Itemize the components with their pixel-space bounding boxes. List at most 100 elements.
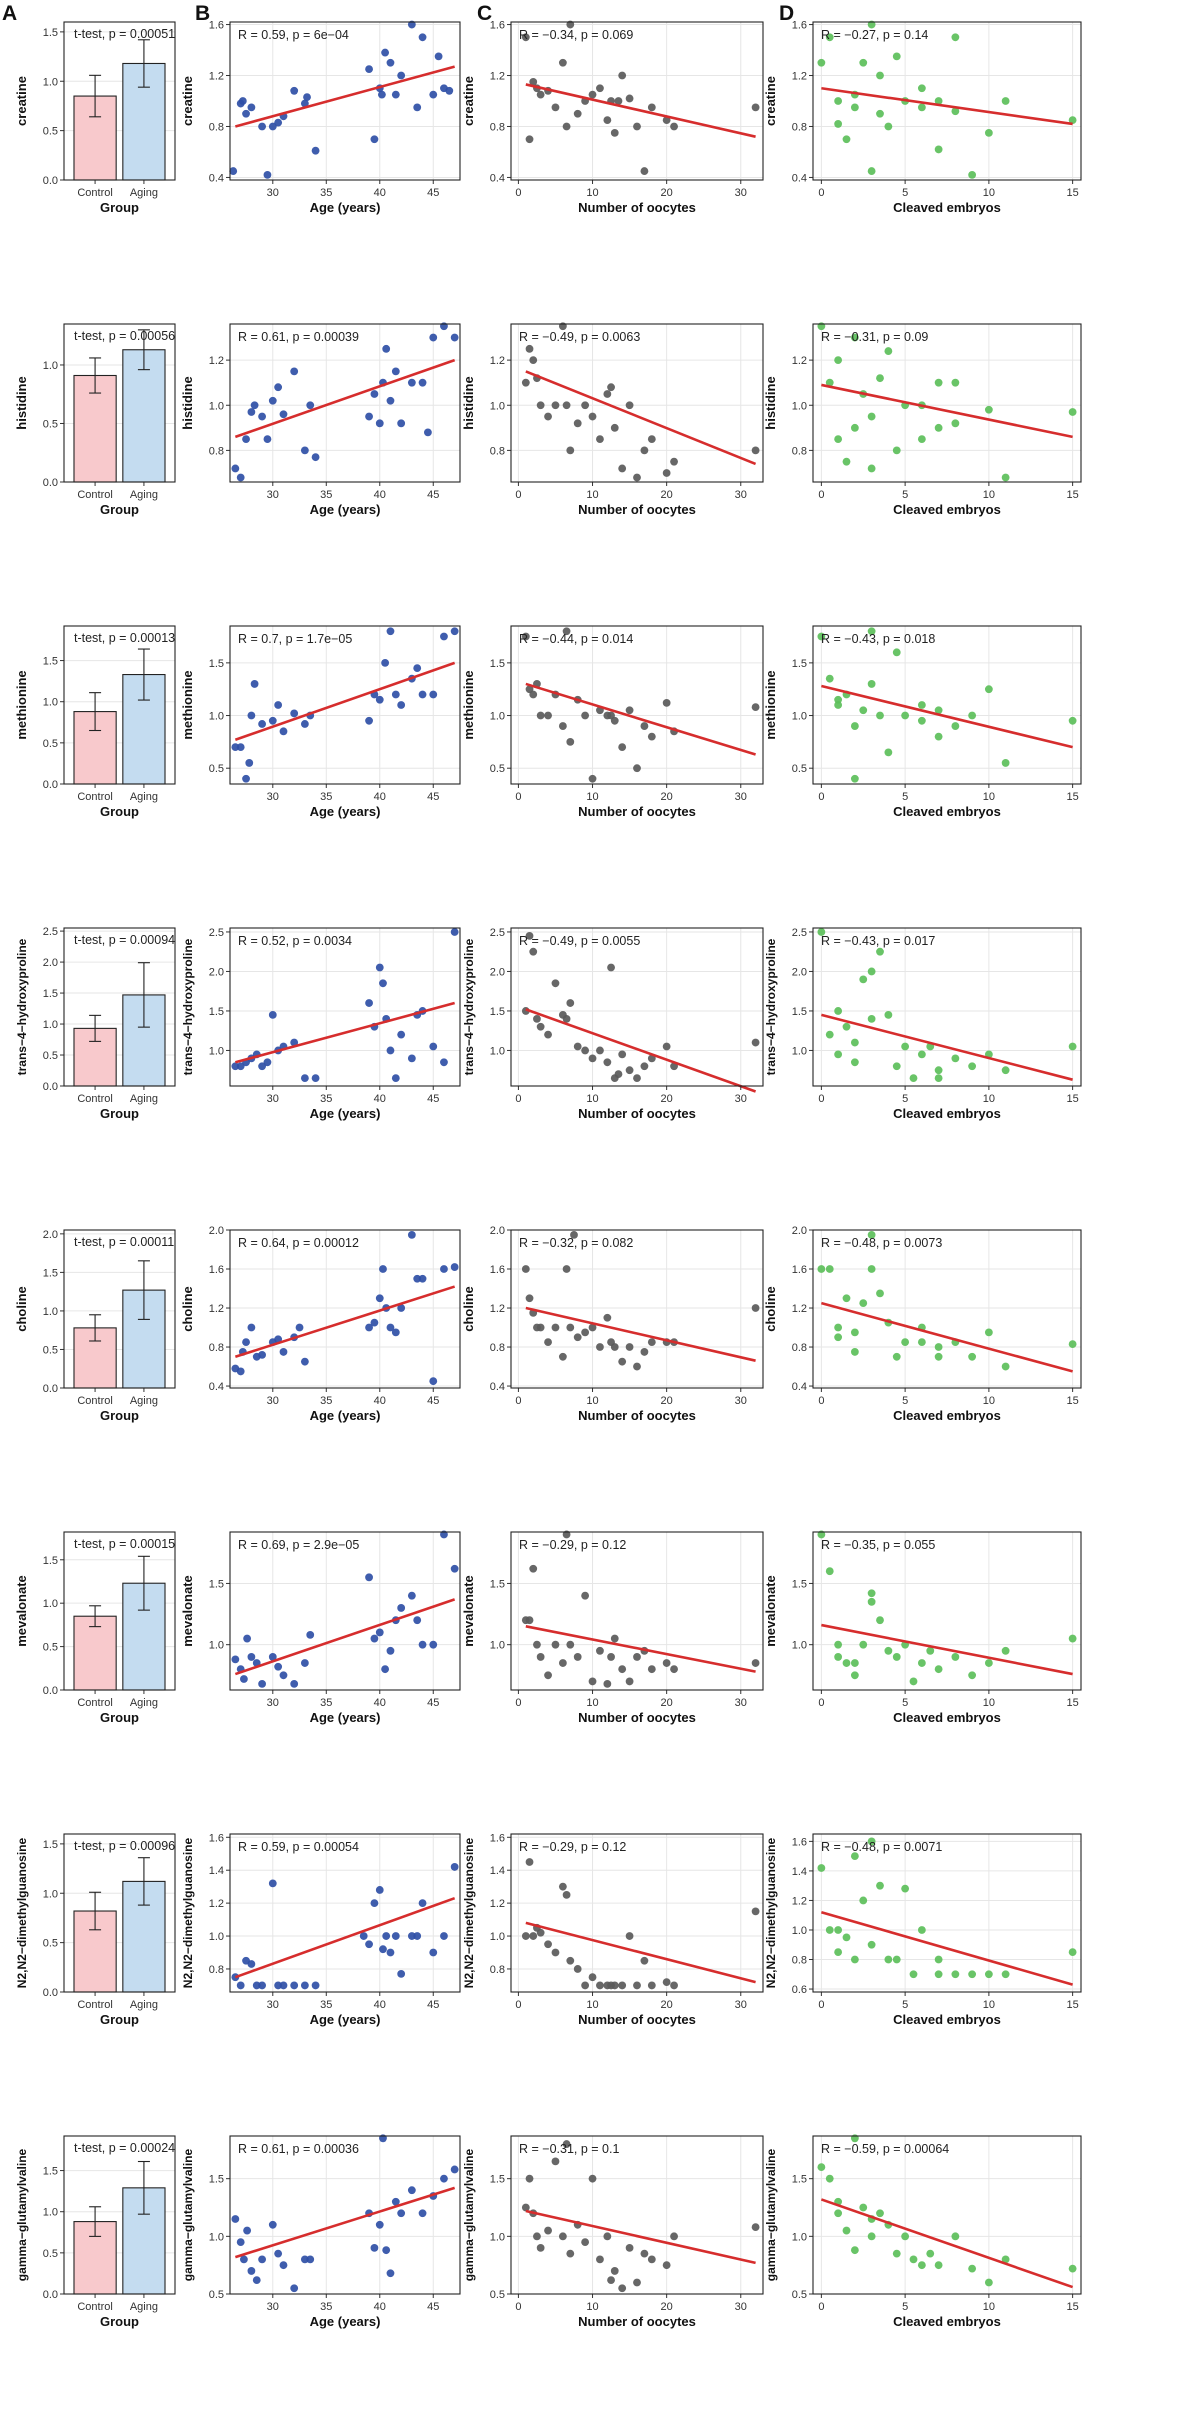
y-tick-label: 1.0: [490, 1045, 505, 1057]
chart-d-2: 0 5 10 15 R = −0.43, p = 0.018 0.5 1.0 1.5 Cleav…: [763, 625, 1082, 819]
y-axis-label: mevalonate: [763, 1575, 778, 1647]
x-tick-label: Aging: [130, 1395, 158, 1407]
data-point: [247, 408, 256, 416]
data-point: [670, 1981, 678, 1990]
x-tick-label: 10: [983, 187, 995, 199]
data-point: [558, 1882, 567, 1891]
data-point: [370, 1899, 379, 1908]
x-tick-label: 40: [374, 1697, 386, 1709]
y-tick-label: 1.6: [209, 1832, 224, 1844]
y-tick-label: 0.4: [490, 172, 505, 184]
correlation-annotation: R = −0.49, p = 0.0055: [519, 934, 640, 948]
data-point: [588, 412, 597, 421]
data-point: [581, 401, 590, 410]
x-tick-label: 35: [320, 1999, 332, 2011]
data-point: [529, 77, 538, 86]
x-tick-label: Control: [77, 1395, 112, 1407]
data-point: [562, 1890, 571, 1899]
data-point: [588, 1323, 597, 1332]
data-point: [984, 1970, 993, 1979]
x-axis-label: Group: [100, 2314, 139, 2329]
y-axis-label: choline: [763, 1286, 778, 1332]
data-point: [300, 1074, 309, 1082]
correlation-annotation: R = −0.48, p = 0.0073: [821, 1236, 942, 1250]
x-tick-label: Aging: [130, 489, 158, 501]
x-tick-label: 45: [427, 1395, 439, 1407]
x-tick-label: Aging: [130, 2301, 158, 2313]
data-point: [274, 2249, 283, 2258]
data-point: [521, 1265, 530, 1273]
y-tick-label: 0.5: [209, 2289, 224, 2301]
regression-line: [821, 86, 1073, 126]
regression-line: [525, 682, 756, 756]
correlation-annotation: R = −0.48, p = 0.0071: [821, 1840, 942, 1854]
data-point: [407, 1932, 416, 1940]
y-tick-label: 1.0: [43, 1598, 58, 1610]
x-tick-label: 30: [267, 791, 279, 803]
data-point: [834, 1050, 843, 1059]
x-tick-label: 30: [735, 1999, 747, 2011]
y-axis-label: histidine: [180, 376, 195, 429]
data-point: [558, 1659, 567, 1667]
data-point: [614, 1070, 623, 1079]
data-point: [588, 1677, 597, 1686]
data-point: [240, 1675, 248, 1683]
data-point: [391, 1074, 400, 1082]
y-tick-label: 1.5: [792, 2174, 807, 2186]
data-point: [407, 2186, 416, 2195]
chart-b-2: 30 35 40 45 R = 0.7, p = 1.7e−05 0.5 1.0 1.5 Age…: [180, 625, 461, 819]
data-point: [413, 1616, 422, 1625]
plot-frame: [812, 323, 1082, 483]
data-point: [968, 2264, 977, 2273]
chart-b-3: 30 35 40 45 R = 0.52, p = 0.0034 1.0 1.5 2.0 2.5…: [181, 927, 461, 1121]
data-point: [901, 1042, 910, 1051]
y-tick-label: 0.0: [43, 1081, 58, 1093]
correlation-annotation: R = −0.29, p = 0.12: [519, 1840, 626, 1854]
data-point: [859, 1299, 868, 1308]
data-point: [984, 2278, 993, 2287]
x-tick-label: 15: [1067, 1697, 1079, 1709]
y-tick-label: 1.5: [43, 1839, 58, 1851]
y-tick-label: 0.5: [43, 1050, 58, 1062]
y-axis-label: choline: [14, 1286, 29, 1332]
plot-background: [511, 1230, 763, 1388]
y-axis-label: creatine: [180, 76, 195, 126]
plot-background: [813, 2136, 1081, 2294]
data-point: [551, 1323, 560, 1332]
x-tick-label: 20: [661, 1395, 673, 1407]
data-point: [407, 1230, 416, 1239]
chart-title: t-test, p = 0.00056: [74, 329, 175, 343]
data-point: [596, 1646, 604, 1655]
correlation-annotation: R = −0.27, p = 0.14: [821, 28, 928, 42]
data-point: [573, 1042, 582, 1051]
y-tick-label: 0.0: [43, 1987, 58, 1999]
data-point: [834, 1640, 843, 1649]
correlation-annotation: R = −0.31, p = 0.09: [821, 330, 928, 344]
y-tick-label: 1.6: [490, 20, 505, 32]
chart-d-4: 0 5 10 15 R = −0.48, p = 0.0073 0.4 0.8 1.2 1.6 2…: [763, 1225, 1082, 1423]
data-point: [300, 99, 309, 108]
data-point: [934, 378, 943, 387]
data-point: [450, 1564, 459, 1573]
y-tick-label: 0.5: [43, 126, 58, 138]
correlation-annotation: R = 0.7, p = 1.7e−05: [238, 632, 352, 646]
regression-line: [234, 1598, 456, 1676]
data-point: [391, 1328, 400, 1337]
data-point: [934, 2261, 943, 2270]
x-axis-label: Number of oocytes: [578, 2314, 696, 2329]
data-point: [375, 2220, 384, 2229]
plot-background: [230, 1230, 460, 1388]
y-tick-label: 1.2: [209, 1898, 224, 1910]
chart-title: t-test, p = 0.00011: [74, 1235, 174, 1249]
chart-title: t-test, p = 0.00024: [74, 2141, 175, 2155]
data-point: [834, 1926, 843, 1934]
y-tick-label: 0.5: [43, 738, 58, 750]
y-tick-label: 1.2: [490, 1898, 505, 1910]
data-point: [279, 1348, 288, 1356]
regression-line: [234, 661, 456, 741]
y-tick-label: 0.8: [792, 1955, 807, 1967]
x-tick-label: 10: [983, 2301, 995, 2313]
data-point: [243, 1634, 252, 1643]
data-point: [892, 1352, 901, 1361]
x-tick-label: 20: [661, 2301, 673, 2313]
